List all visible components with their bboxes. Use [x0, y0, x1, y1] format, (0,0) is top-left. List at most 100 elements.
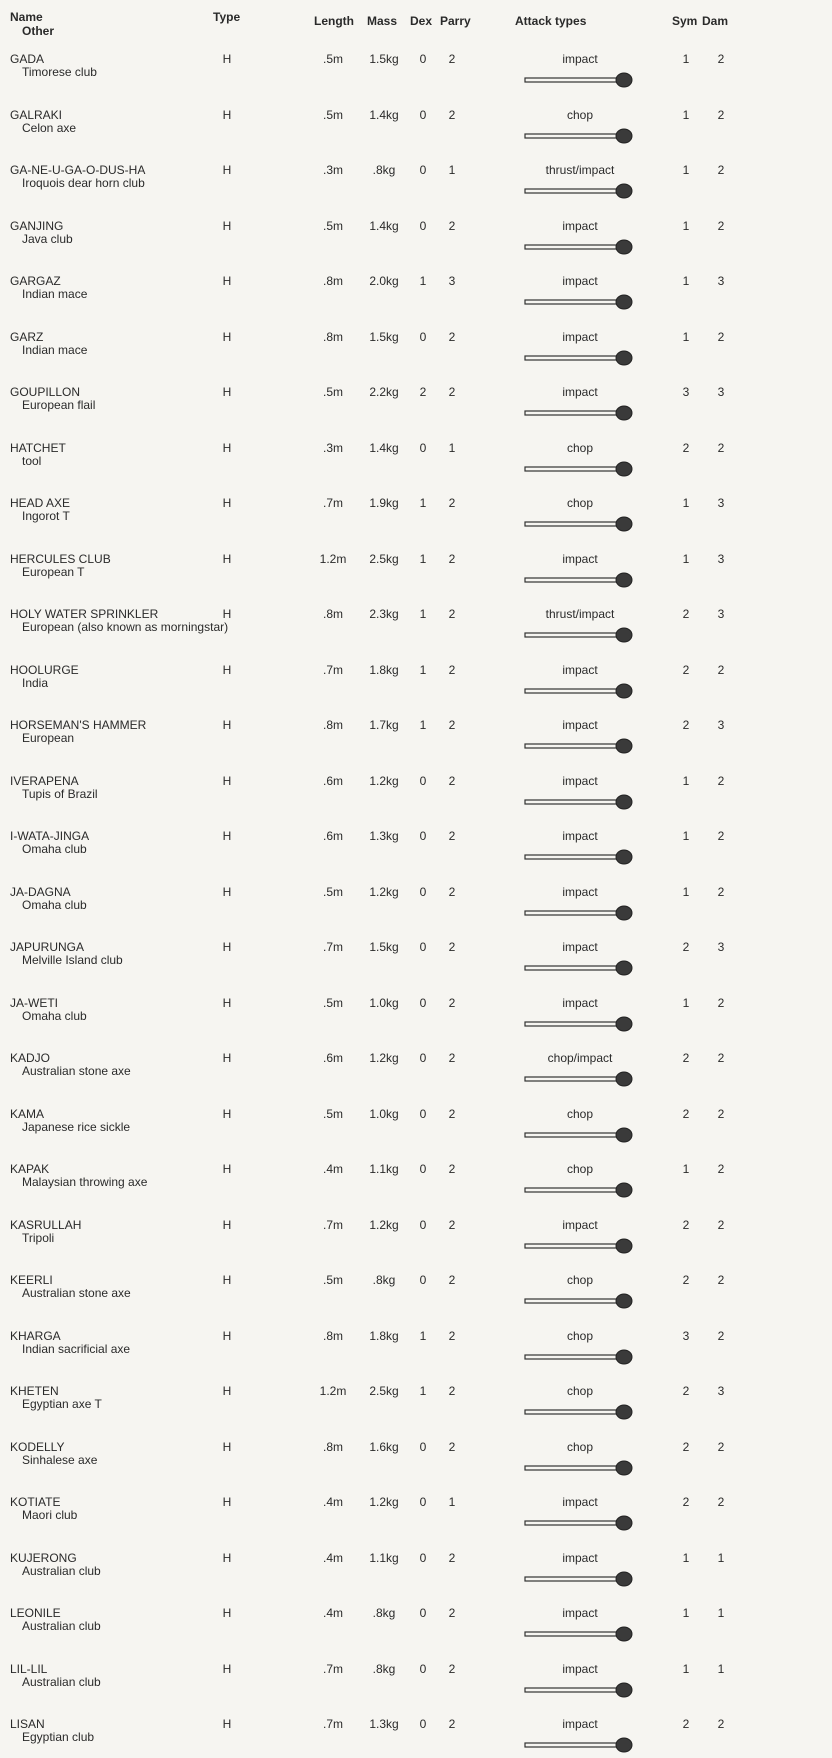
header-attack-types: Attack types: [515, 14, 587, 28]
weapon-illustration: [524, 1460, 633, 1475]
weapon-dam: 3: [717, 551, 725, 566]
weapon-name: JA-WETI: [10, 995, 58, 1010]
weapon-origin: Melville Island club: [22, 953, 123, 967]
weapon-origin: European: [22, 731, 75, 745]
attack-type: thrust/impact: [545, 607, 615, 621]
weapon-origin: Omaha club: [22, 1008, 87, 1023]
weapon-parry: 2: [448, 1384, 456, 1398]
weapon-type: H: [222, 107, 232, 122]
weapon-illustration: [524, 738, 633, 754]
weapon-sym: 1: [682, 163, 690, 177]
weapon-length: .4m: [322, 1606, 344, 1620]
weapon-length: .7m: [322, 1661, 344, 1676]
weapon-illustration: [524, 128, 633, 143]
weapon-origin: Omaha club: [22, 842, 87, 856]
weapon-origin: Timorese club: [22, 65, 97, 79]
header-length: Length: [314, 14, 354, 28]
weapon-origin: India: [22, 675, 49, 690]
weapon-parry: 2: [448, 1550, 456, 1565]
weapon-name: LISAN: [10, 1717, 45, 1731]
weapon-type: H: [222, 940, 232, 954]
attack-type: impact: [562, 1606, 598, 1620]
weapon-dam: 2: [717, 829, 725, 843]
weapon-origin: Australian club: [22, 1619, 101, 1633]
weapon-dex: 0: [419, 1606, 427, 1620]
weapon-mass: 1.8kg: [369, 1328, 399, 1343]
weapon-shaft: [524, 1742, 621, 1748]
attack-type: chop: [566, 1384, 594, 1398]
weapon-head: [615, 794, 633, 809]
weapon-mass: .8kg: [372, 1661, 396, 1676]
weapon-length: .7m: [322, 1217, 344, 1232]
weapon-mass: 1.9kg: [369, 496, 399, 510]
attack-type: chop: [566, 1439, 594, 1454]
header-parry: Parry: [440, 14, 471, 28]
weapon-mass: 1.4kg: [369, 440, 399, 455]
weapon-mass: .8kg: [372, 1606, 396, 1620]
weapon-type: H: [222, 607, 232, 621]
weapon-parry: 2: [448, 218, 456, 233]
weapon-parry: 2: [448, 385, 456, 399]
weapon-illustration: [524, 627, 633, 643]
weapon-name: GOUPILLON: [10, 385, 81, 399]
weapon-dex: 0: [419, 1217, 427, 1232]
weapon-type: H: [222, 163, 232, 177]
weapon-dam: 2: [717, 662, 725, 677]
attack-type: chop: [566, 1273, 594, 1287]
weapon-shaft: [524, 1131, 621, 1138]
weapon-origin: Tupis of Brazil: [22, 786, 98, 801]
weapon-type: H: [222, 218, 232, 233]
weapon-sym: 2: [682, 718, 690, 732]
attack-type: impact: [562, 1717, 598, 1731]
weapon-mass: 2.5kg: [369, 551, 399, 566]
weapon-head: [615, 1127, 633, 1142]
weapon-dam: 2: [717, 1717, 725, 1731]
weapon-length: .7m: [322, 1717, 344, 1731]
attack-type: impact: [562, 995, 598, 1010]
weapon-sym: 2: [682, 1717, 690, 1731]
weapon-length: .8m: [322, 329, 344, 344]
weapon-parry: 2: [448, 551, 456, 566]
weapon-dam: 1: [717, 1606, 725, 1620]
weapon-dam: 1: [717, 1550, 725, 1565]
weapon-sym: 1: [682, 1606, 690, 1620]
weapon-sym: 2: [682, 1384, 690, 1398]
weapon-dam: 3: [717, 385, 725, 399]
weapon-head: [615, 183, 633, 199]
weapon-head: [615, 294, 633, 310]
weapon-length: .8m: [322, 1328, 344, 1343]
weapon-origin: Indian mace: [22, 287, 88, 301]
weapon-sym: 2: [682, 940, 690, 954]
weapon-mass: .8kg: [372, 1273, 396, 1287]
weapon-sym: 2: [682, 1495, 690, 1509]
weapon-mass: 2.2kg: [369, 385, 399, 399]
weapon-sym: 1: [682, 1661, 690, 1676]
weapon-dex: 0: [419, 1106, 427, 1121]
weapon-name: GA-NE-U-GA-O-DUS-HA: [10, 163, 146, 177]
weapon-parry: 2: [448, 1106, 456, 1121]
attack-type: impact: [562, 1495, 598, 1509]
weapon-sym: 1: [682, 773, 690, 788]
attack-type: impact: [562, 385, 598, 399]
weapon-type: H: [222, 1439, 232, 1454]
weapon-sym: 1: [682, 995, 690, 1010]
weapon-type: H: [222, 551, 232, 566]
weapon-length: .5m: [322, 218, 344, 233]
weapon-dex: 0: [419, 440, 427, 455]
attack-type: impact: [562, 274, 598, 288]
weapon-parry: 2: [448, 662, 456, 677]
attack-type: chop: [566, 440, 594, 455]
weapon-name: JA-DAGNA: [10, 884, 71, 899]
weapon-illustration: [524, 1016, 633, 1031]
attack-type: impact: [562, 551, 598, 566]
weapon-head: [615, 1404, 633, 1420]
weapon-name: LEONILE: [10, 1606, 61, 1620]
attack-type: impact: [562, 329, 598, 344]
weapon-illustration: [524, 1737, 633, 1753]
weapon-sym: 2: [682, 662, 690, 677]
weapon-mass: 1.5kg: [369, 52, 399, 66]
weapon-name: KAMA: [10, 1106, 45, 1121]
weapon-parry: 2: [448, 718, 456, 732]
weapon-length: .5m: [322, 107, 344, 122]
attack-type: impact: [562, 829, 598, 843]
